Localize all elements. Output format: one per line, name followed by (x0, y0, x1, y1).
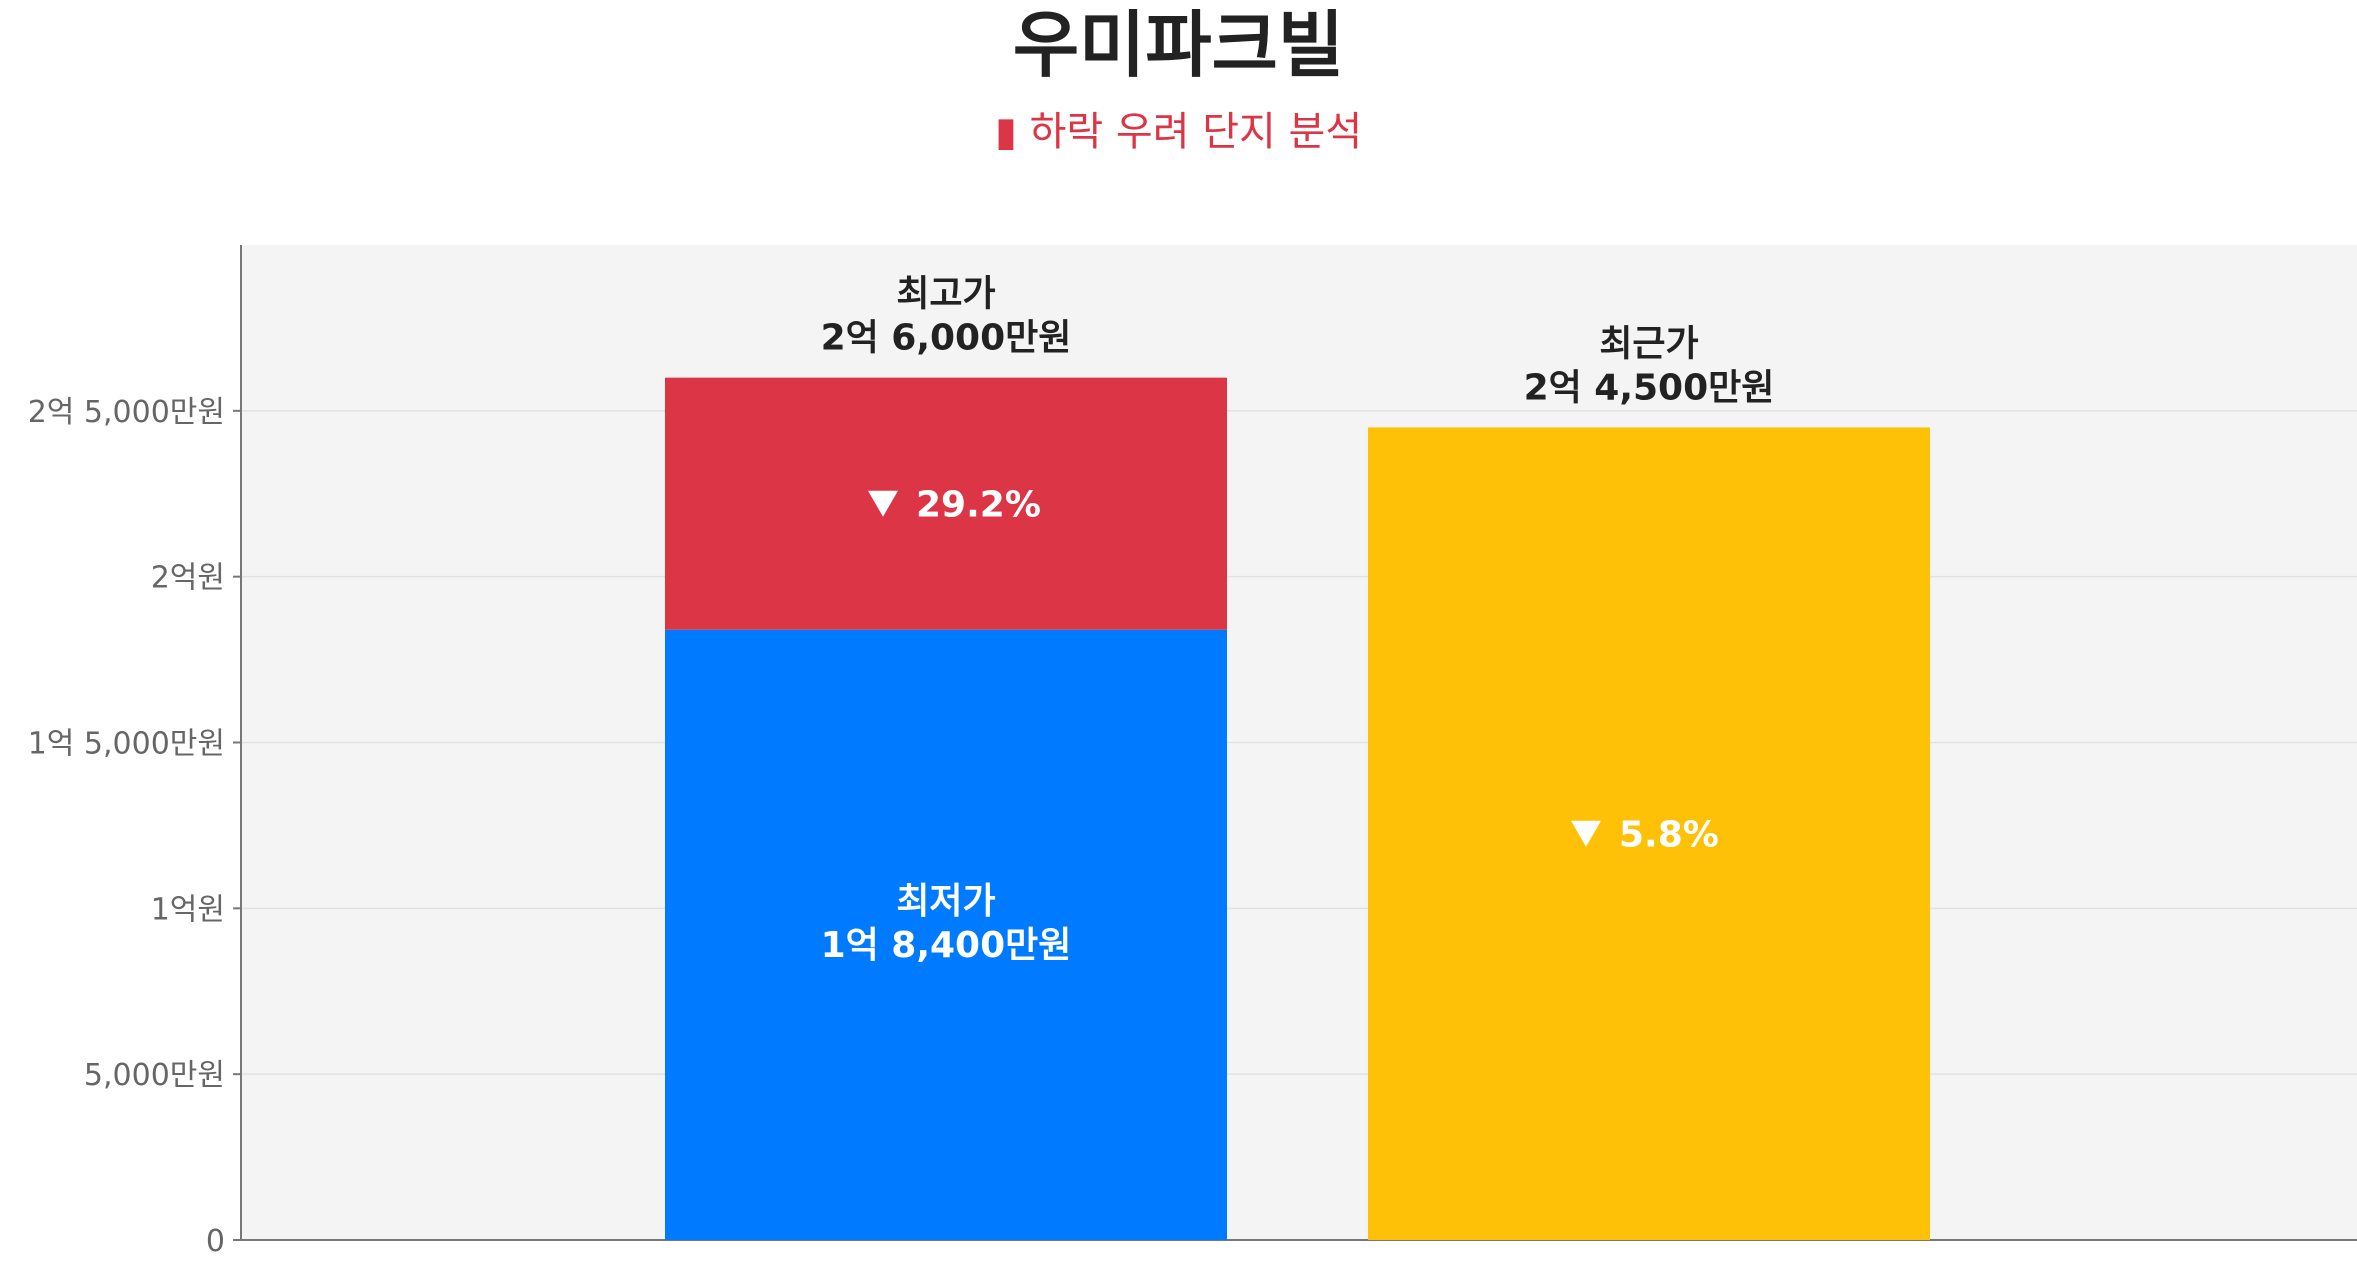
subtitle-text: 하락 우려 단지 분석 (1029, 109, 1363, 155)
min-price-label-name: 최저가 (896, 881, 995, 922)
y-tick-label: 5,000만원 (84, 1058, 225, 1093)
down-triangle-icon (868, 490, 898, 517)
chart-subtitle: ▮ 하락 우려 단지 분석 (0, 108, 2357, 156)
y-tick-label: 2억원 (151, 561, 225, 596)
y-tick-label: 1억 5,000만원 (28, 727, 225, 762)
y-tick-label: 0 (206, 1224, 225, 1259)
y-tick-label: 1억원 (151, 892, 225, 927)
bar-segment-max (665, 377, 1227, 630)
max-price-label-value: 2억 6,000만원 (821, 318, 1072, 359)
bar-segment-recent (1368, 427, 1930, 1241)
min-price-label-value: 1억 8,400만원 (821, 925, 1072, 966)
recent-change-label: 5.8% (1619, 815, 1719, 856)
gridlines (241, 410, 2357, 1075)
y-tick-label: 2억 5,000만원 (28, 395, 225, 430)
warning-icon: ▮ (994, 109, 1017, 155)
down-triangle-icon (1571, 820, 1601, 847)
y-axis-ticks: 0 5,000만원 1억원 1억 5,000만원 2억원 2억 5,000만원 (28, 395, 241, 1259)
max-change-label: 29.2% (916, 485, 1041, 526)
max-price-label-name: 최고가 (896, 274, 995, 315)
bar-segment-min (665, 629, 1227, 1240)
recent-price-label-name: 최근가 (1599, 323, 1698, 364)
recent-price-label-value: 2억 4,500만원 (1524, 367, 1775, 408)
chart-title: 우미파크빌 (1012, 3, 1345, 87)
